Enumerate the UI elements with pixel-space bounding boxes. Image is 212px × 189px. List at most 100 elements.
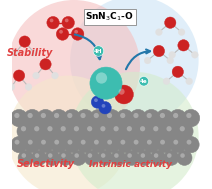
Text: Selectivity: Selectivity bbox=[17, 160, 75, 169]
Circle shape bbox=[24, 109, 41, 127]
Circle shape bbox=[130, 136, 146, 153]
Circle shape bbox=[13, 70, 25, 81]
Circle shape bbox=[114, 153, 119, 158]
Circle shape bbox=[98, 150, 113, 165]
Circle shape bbox=[35, 153, 39, 158]
Circle shape bbox=[153, 126, 158, 131]
Circle shape bbox=[143, 136, 159, 153]
Circle shape bbox=[41, 113, 46, 118]
Circle shape bbox=[51, 136, 67, 153]
Circle shape bbox=[67, 113, 73, 118]
Circle shape bbox=[169, 51, 176, 58]
Circle shape bbox=[102, 104, 105, 108]
Circle shape bbox=[146, 113, 152, 118]
Circle shape bbox=[187, 140, 191, 145]
Circle shape bbox=[19, 36, 30, 47]
Circle shape bbox=[130, 109, 147, 127]
Circle shape bbox=[28, 140, 33, 145]
Circle shape bbox=[180, 126, 185, 131]
FancyArrowPatch shape bbox=[75, 34, 101, 59]
FancyArrowPatch shape bbox=[126, 50, 150, 69]
Circle shape bbox=[90, 136, 107, 153]
Circle shape bbox=[61, 126, 66, 131]
Circle shape bbox=[151, 150, 166, 165]
Circle shape bbox=[165, 17, 176, 28]
Circle shape bbox=[84, 150, 99, 165]
Circle shape bbox=[21, 153, 26, 158]
Circle shape bbox=[11, 136, 27, 153]
Circle shape bbox=[83, 123, 100, 140]
Circle shape bbox=[156, 29, 162, 36]
Circle shape bbox=[43, 123, 61, 140]
Circle shape bbox=[166, 126, 172, 131]
Circle shape bbox=[170, 136, 186, 153]
Circle shape bbox=[123, 123, 140, 140]
Circle shape bbox=[40, 59, 51, 70]
Circle shape bbox=[124, 150, 139, 165]
Circle shape bbox=[110, 123, 127, 140]
Circle shape bbox=[25, 84, 32, 90]
Circle shape bbox=[88, 153, 92, 158]
Circle shape bbox=[28, 113, 33, 118]
Circle shape bbox=[153, 45, 165, 57]
Circle shape bbox=[21, 126, 26, 131]
Circle shape bbox=[57, 123, 74, 140]
Circle shape bbox=[133, 113, 139, 118]
Circle shape bbox=[77, 109, 94, 127]
Circle shape bbox=[18, 150, 33, 165]
Circle shape bbox=[111, 150, 126, 165]
Circle shape bbox=[10, 109, 28, 127]
Circle shape bbox=[186, 113, 191, 118]
Circle shape bbox=[34, 126, 39, 131]
Circle shape bbox=[90, 67, 122, 99]
Circle shape bbox=[17, 123, 34, 140]
Circle shape bbox=[31, 50, 38, 56]
Circle shape bbox=[167, 153, 172, 158]
Circle shape bbox=[50, 109, 67, 127]
Circle shape bbox=[103, 136, 120, 153]
Circle shape bbox=[177, 150, 192, 165]
Circle shape bbox=[119, 89, 125, 95]
Circle shape bbox=[67, 140, 72, 145]
Circle shape bbox=[45, 150, 60, 165]
Circle shape bbox=[154, 153, 158, 158]
Circle shape bbox=[58, 150, 73, 165]
Text: Stability: Stability bbox=[7, 48, 54, 58]
Circle shape bbox=[52, 72, 58, 79]
Circle shape bbox=[59, 30, 63, 34]
Circle shape bbox=[71, 28, 84, 40]
Circle shape bbox=[61, 153, 66, 158]
Circle shape bbox=[56, 28, 69, 40]
Circle shape bbox=[169, 109, 187, 127]
Circle shape bbox=[178, 29, 185, 36]
Circle shape bbox=[140, 126, 145, 131]
Circle shape bbox=[96, 72, 107, 84]
Circle shape bbox=[141, 153, 145, 158]
Circle shape bbox=[31, 150, 46, 165]
Circle shape bbox=[107, 113, 112, 118]
Circle shape bbox=[101, 153, 105, 158]
Circle shape bbox=[12, 50, 19, 56]
Circle shape bbox=[94, 113, 99, 118]
Circle shape bbox=[33, 72, 39, 79]
Circle shape bbox=[74, 153, 79, 158]
Circle shape bbox=[48, 153, 53, 158]
Circle shape bbox=[62, 16, 74, 29]
Circle shape bbox=[127, 126, 132, 131]
Circle shape bbox=[64, 136, 80, 153]
Circle shape bbox=[8, 76, 129, 189]
Circle shape bbox=[63, 109, 81, 127]
Circle shape bbox=[183, 136, 199, 153]
Circle shape bbox=[117, 136, 133, 153]
Circle shape bbox=[99, 101, 111, 114]
Circle shape bbox=[127, 153, 132, 158]
Circle shape bbox=[81, 140, 86, 145]
Circle shape bbox=[87, 126, 92, 131]
Circle shape bbox=[103, 109, 120, 127]
Circle shape bbox=[70, 0, 199, 125]
Circle shape bbox=[50, 19, 53, 22]
Circle shape bbox=[173, 140, 178, 145]
Circle shape bbox=[65, 19, 68, 22]
Circle shape bbox=[100, 126, 106, 131]
Circle shape bbox=[136, 123, 153, 140]
